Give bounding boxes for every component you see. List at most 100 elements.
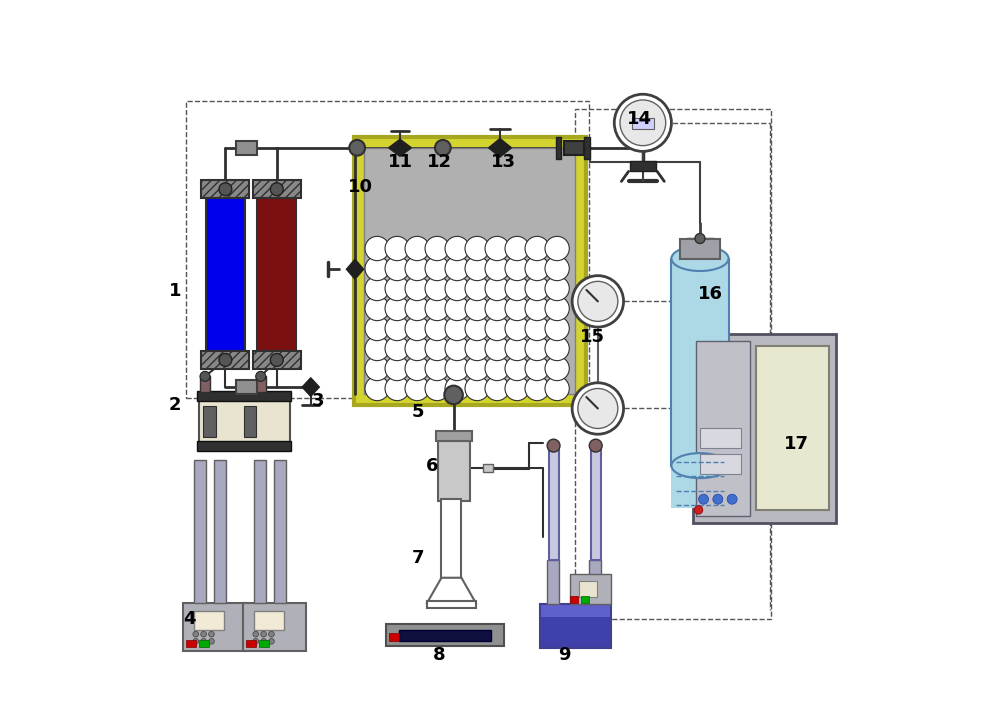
Text: 1: 1: [169, 282, 181, 300]
Circle shape: [435, 140, 451, 156]
Bar: [194, 611, 224, 630]
Circle shape: [727, 494, 737, 504]
Circle shape: [365, 336, 389, 361]
Circle shape: [545, 237, 569, 261]
Bar: [201, 180, 249, 198]
Circle shape: [572, 383, 624, 435]
Bar: [680, 239, 720, 259]
Ellipse shape: [671, 453, 729, 478]
Bar: [575, 108, 771, 619]
Circle shape: [525, 257, 549, 280]
Circle shape: [425, 316, 449, 341]
Circle shape: [253, 632, 259, 637]
Bar: [483, 464, 493, 473]
Circle shape: [465, 276, 489, 300]
Text: 10: 10: [348, 178, 373, 196]
Bar: [354, 137, 586, 405]
Bar: [579, 581, 597, 597]
Text: 9: 9: [558, 646, 571, 664]
Bar: [541, 617, 610, 647]
Bar: [194, 460, 206, 603]
Bar: [199, 398, 290, 445]
Circle shape: [385, 316, 409, 341]
Circle shape: [261, 638, 266, 644]
Polygon shape: [389, 139, 411, 156]
Bar: [253, 351, 301, 369]
Bar: [570, 574, 611, 604]
Circle shape: [405, 356, 429, 381]
Bar: [200, 376, 210, 392]
Text: 14: 14: [627, 110, 652, 128]
Circle shape: [578, 281, 618, 321]
Circle shape: [445, 276, 469, 300]
Circle shape: [425, 376, 449, 401]
Bar: [201, 351, 249, 369]
Circle shape: [445, 336, 469, 361]
Text: 4: 4: [183, 610, 196, 628]
Circle shape: [270, 183, 283, 196]
Circle shape: [465, 356, 489, 381]
Text: 11: 11: [388, 153, 413, 171]
Circle shape: [465, 316, 489, 341]
Circle shape: [445, 237, 469, 261]
Text: 6: 6: [426, 457, 438, 475]
Circle shape: [385, 237, 409, 261]
Bar: [257, 198, 296, 351]
Circle shape: [485, 237, 509, 261]
Circle shape: [365, 296, 389, 320]
Text: 7: 7: [412, 549, 424, 567]
Circle shape: [485, 316, 509, 341]
Bar: [366, 151, 574, 223]
Circle shape: [385, 376, 409, 401]
Bar: [236, 141, 257, 155]
Ellipse shape: [671, 246, 729, 271]
Circle shape: [425, 356, 449, 381]
Circle shape: [545, 336, 569, 361]
Text: 12: 12: [427, 153, 452, 171]
Circle shape: [200, 371, 210, 381]
Bar: [756, 346, 829, 510]
Circle shape: [485, 296, 509, 320]
Bar: [244, 406, 256, 437]
Bar: [700, 428, 741, 448]
Circle shape: [525, 276, 549, 300]
Circle shape: [485, 257, 509, 280]
Circle shape: [201, 638, 206, 644]
Text: 8: 8: [433, 646, 446, 664]
Bar: [274, 460, 286, 603]
Bar: [197, 391, 291, 402]
Circle shape: [405, 276, 429, 300]
Bar: [696, 341, 750, 516]
Circle shape: [405, 296, 429, 320]
Bar: [399, 630, 491, 640]
Bar: [243, 603, 306, 651]
Circle shape: [699, 494, 709, 504]
Bar: [253, 180, 301, 198]
Circle shape: [425, 336, 449, 361]
Circle shape: [365, 276, 389, 300]
Bar: [186, 101, 589, 398]
Circle shape: [219, 183, 232, 196]
Circle shape: [261, 632, 266, 637]
Circle shape: [405, 336, 429, 361]
Text: 13: 13: [491, 153, 516, 171]
Bar: [214, 460, 226, 603]
Text: 16: 16: [698, 285, 723, 303]
Bar: [540, 604, 611, 648]
Bar: [591, 446, 601, 560]
Bar: [203, 406, 216, 437]
Circle shape: [589, 440, 602, 452]
Circle shape: [270, 353, 283, 366]
Bar: [441, 499, 461, 578]
Circle shape: [256, 371, 266, 381]
Bar: [549, 446, 559, 560]
Circle shape: [545, 376, 569, 401]
Circle shape: [620, 100, 666, 146]
Bar: [259, 640, 269, 647]
Circle shape: [269, 632, 274, 637]
Bar: [254, 611, 284, 630]
Circle shape: [485, 276, 509, 300]
Bar: [589, 560, 601, 604]
Circle shape: [405, 316, 429, 341]
Circle shape: [385, 296, 409, 320]
